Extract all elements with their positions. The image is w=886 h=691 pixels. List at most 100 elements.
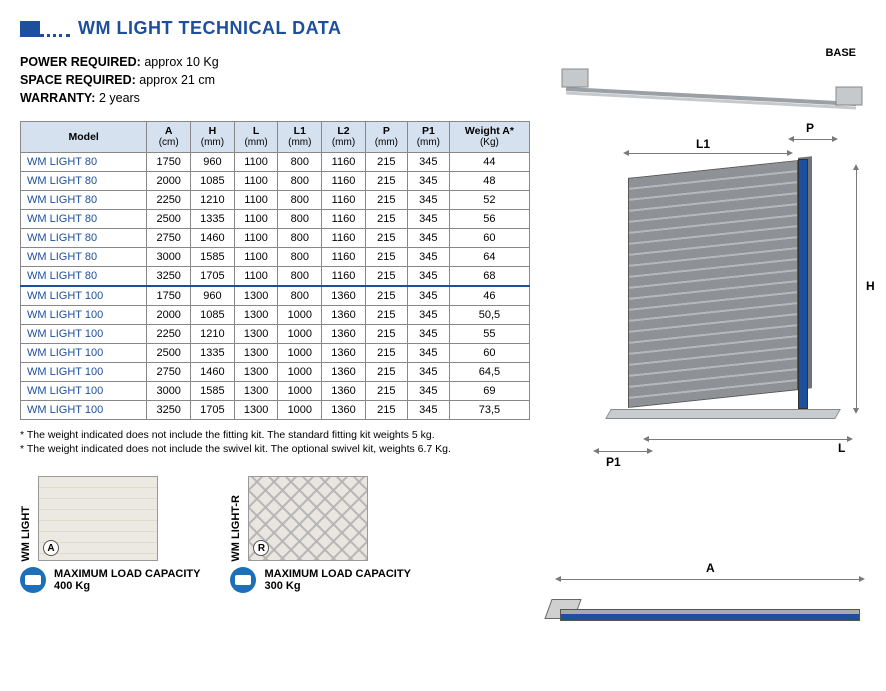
- dim-h: H: [866, 279, 875, 293]
- table-row: WM LIGHT 1003250170513001000136021534573…: [21, 400, 530, 419]
- data-cell: 800: [278, 171, 322, 190]
- table-row: WM LIGHT 1003000158513001000136021534569: [21, 381, 530, 400]
- data-cell: 345: [407, 381, 449, 400]
- data-cell: 1360: [322, 286, 366, 306]
- data-cell: 2250: [147, 324, 191, 343]
- data-cell: 1100: [234, 171, 278, 190]
- data-cell: 1000: [278, 400, 322, 419]
- data-cell: 1300: [234, 305, 278, 324]
- data-cell: 800: [278, 228, 322, 247]
- data-cell: 215: [365, 362, 407, 381]
- data-cell: 1360: [322, 362, 366, 381]
- data-cell: 56: [449, 209, 529, 228]
- specs-block: POWER REQUIRED: approx 10 Kg SPACE REQUI…: [20, 53, 530, 107]
- data-cell: 1300: [234, 286, 278, 306]
- table-row: WM LIGHT 10017509601300800136021534546: [21, 286, 530, 306]
- dim-line: [856, 169, 857, 409]
- data-cell: 345: [407, 266, 449, 286]
- model-cell: WM LIGHT 100: [21, 324, 147, 343]
- data-cell: 1300: [234, 343, 278, 362]
- data-cell: 60: [449, 228, 529, 247]
- space-label: SPACE REQUIRED:: [20, 73, 136, 87]
- side-view-diagram: A: [548, 569, 878, 649]
- data-cell: 345: [407, 209, 449, 228]
- model-cell: WM LIGHT 80: [21, 171, 147, 190]
- data-cell: 1160: [322, 152, 366, 171]
- warranty-value: 2 years: [99, 91, 140, 105]
- data-table: ModelA(cm)H(mm)L(mm)L1(mm)L2(mm)P(mm)P1(…: [20, 121, 530, 420]
- data-cell: 52: [449, 190, 529, 209]
- data-cell: 345: [407, 286, 449, 306]
- data-cell: 1585: [191, 381, 235, 400]
- data-cell: 1300: [234, 381, 278, 400]
- data-cell: 215: [365, 247, 407, 266]
- data-cell: 1360: [322, 343, 366, 362]
- left-column: POWER REQUIRED: approx 10 Kg SPACE REQUI…: [20, 49, 530, 593]
- thumb-row: WM LIGHT A MAXIMUM LOAD CAPACITY 400 Kg …: [20, 476, 530, 593]
- data-cell: 215: [365, 209, 407, 228]
- data-cell: 1360: [322, 381, 366, 400]
- data-cell: 2750: [147, 228, 191, 247]
- model-cell: WM LIGHT 80: [21, 228, 147, 247]
- data-cell: 215: [365, 171, 407, 190]
- dim-a: A: [706, 561, 715, 575]
- data-cell: 73,5: [449, 400, 529, 419]
- table-row: WM LIGHT 8017509601100800116021534544: [21, 152, 530, 171]
- table-row: WM LIGHT 1002000108513001000136021534550…: [21, 305, 530, 324]
- table-row: WM LIGHT 80325017051100800116021534568: [21, 266, 530, 286]
- data-cell: 55: [449, 324, 529, 343]
- data-cell: 3250: [147, 400, 191, 419]
- title-dots: [40, 31, 70, 37]
- data-cell: 960: [191, 286, 235, 306]
- data-cell: 800: [278, 152, 322, 171]
- data-cell: 3000: [147, 247, 191, 266]
- data-cell: 800: [278, 209, 322, 228]
- table-header: L2(mm): [322, 122, 366, 153]
- data-cell: 1300: [234, 324, 278, 343]
- data-cell: 1100: [234, 190, 278, 209]
- data-cell: 1460: [191, 228, 235, 247]
- data-cell: 1100: [234, 266, 278, 286]
- data-cell: 1000: [278, 343, 322, 362]
- footnote: * The weight indicated does not include …: [20, 428, 530, 442]
- thumb-side-label: WM LIGHT-R: [230, 493, 242, 562]
- dim-l1: L1: [696, 137, 710, 151]
- capacity-row: MAXIMUM LOAD CAPACITY 300 Kg: [230, 567, 410, 593]
- data-cell: 1160: [322, 190, 366, 209]
- model-cell: WM LIGHT 80: [21, 152, 147, 171]
- page-title: WM LIGHT TECHNICAL DATA: [78, 18, 341, 39]
- data-cell: 800: [278, 286, 322, 306]
- base-diagram: BASE: [556, 49, 866, 124]
- data-cell: 2000: [147, 171, 191, 190]
- load-icon: [20, 567, 46, 593]
- capacity-label: MAXIMUM LOAD CAPACITY: [54, 568, 200, 580]
- dim-p: P: [806, 121, 814, 135]
- data-cell: 1000: [278, 324, 322, 343]
- model-cell: WM LIGHT 80: [21, 190, 147, 209]
- data-cell: 3250: [147, 266, 191, 286]
- model-cell: WM LIGHT 100: [21, 305, 147, 324]
- dim-line: [793, 139, 833, 140]
- data-cell: 64: [449, 247, 529, 266]
- dim-line: [598, 451, 648, 452]
- data-cell: 69: [449, 381, 529, 400]
- capacity-value: 300 Kg: [264, 580, 410, 592]
- dim-p1: P1: [606, 455, 621, 469]
- data-cell: 1000: [278, 305, 322, 324]
- data-cell: 1100: [234, 209, 278, 228]
- table-header: Model: [21, 122, 147, 153]
- data-cell: 1100: [234, 228, 278, 247]
- data-cell: 345: [407, 362, 449, 381]
- footnote: * The weight indicated does not include …: [20, 442, 530, 456]
- data-cell: 2250: [147, 190, 191, 209]
- thumb-side-label: WM LIGHT: [20, 504, 32, 562]
- data-cell: 215: [365, 324, 407, 343]
- data-cell: 345: [407, 171, 449, 190]
- data-cell: 1160: [322, 247, 366, 266]
- title-block: [20, 21, 40, 37]
- data-cell: 345: [407, 305, 449, 324]
- panel-post: [798, 159, 808, 409]
- data-cell: 800: [278, 266, 322, 286]
- model-cell: WM LIGHT 80: [21, 209, 147, 228]
- data-cell: 1360: [322, 324, 366, 343]
